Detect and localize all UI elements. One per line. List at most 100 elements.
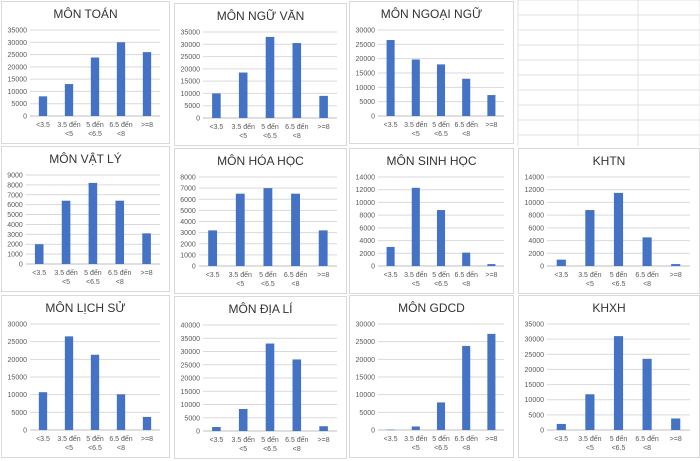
y-tick-label: 20000 [356,357,376,364]
y-tick-label: 4000 [528,238,544,245]
y-tick-label: 15000 [356,375,376,382]
bar [462,345,471,430]
y-tick-label: 30000 [181,349,201,356]
x-tick-label: 6.5 đến <8 [455,434,478,452]
bar [613,192,624,266]
bar [613,336,624,430]
x-tick-label: <3.5 [209,124,223,131]
x-tick-label: <3.5 [209,437,223,444]
y-tick-label: 0 [371,114,375,121]
y-tick-label: 10000 [8,89,28,96]
x-tick-label: <3.5 [36,122,50,129]
chart-frame [349,148,514,294]
chart-frame [518,148,700,294]
x-tick-label: >=8 [485,122,497,129]
y-tick-label: 10000 [356,392,376,399]
y-tick-label: 10000 [525,397,545,404]
y-tick-label: 0 [540,264,544,271]
y-tick-label: 6000 [180,197,196,204]
chart-panel: MÔN VẬT LÝ 0 1000 2000 3000 4000 5000 6000 7000 8… [1,146,170,292]
chart-title: MÔN SINH HỌC [387,153,477,168]
x-tick-label: 3.5 đến <5 [54,268,77,286]
y-tick-label: 20000 [8,357,28,364]
y-tick-label: 8000 [180,175,196,182]
x-tick-label: 5 đến <6.5 [610,434,628,452]
y-tick-label: 10000 [8,392,28,399]
y-tick-label: 10000 [356,200,376,207]
bar [142,233,151,264]
bar [64,336,74,430]
x-tick-label: >=8 [318,124,330,131]
x-tick-label: 6.5 đến <8 [109,120,132,138]
x-tick-label: >=8 [485,272,497,279]
chart-panel: MÔN NGỮ VĂN 0 5000 10000 15000 20000 25000 3000… [174,3,347,146]
y-tick-label: 35000 [525,322,545,329]
y-tick-label: 0 [371,264,375,271]
y-tick-label: 15000 [356,71,376,78]
y-tick-label: 25000 [8,52,28,59]
bar [38,392,48,430]
x-tick-label: 6.5 đến <8 [635,270,658,288]
chart-panel: MÔN LỊCH SỬ 0 5000 10000 15000 20000 25000 3000… [1,295,170,458]
y-tick-label: 20000 [181,376,201,383]
x-tick-label: 6.5 đến <8 [285,435,308,453]
y-tick-label: 20000 [181,66,201,73]
x-tick-label: 3.5 đến <5 [404,120,427,138]
bar [318,230,328,266]
chart-panel: MÔN HÓA HỌC 0 1000 2000 3000 4000 5000 6000 7000… [174,148,347,294]
y-tick-label: 20000 [525,367,545,374]
y-tick-label: 15000 [8,77,28,84]
chart-title: MÔN HÓA HỌC [217,153,304,168]
y-tick-label: 0 [196,116,200,123]
chart-title: KHTN [593,154,626,168]
x-tick-label: 3.5 đến <5 [57,120,80,138]
y-tick-label: 30000 [8,40,28,47]
y-tick-label: 0 [540,428,544,435]
chart-frame [518,295,700,458]
x-tick-label: <3.5 [206,272,220,279]
y-tick-label: 4000 [359,238,375,245]
y-tick-label: 7000 [180,186,196,193]
y-tick-label: 5000 [7,212,23,219]
y-tick-label: 0 [23,428,27,435]
y-tick-label: 30000 [181,42,201,49]
bar [411,426,420,430]
y-tick-label: 25000 [525,352,545,359]
bar [642,358,652,430]
bar [462,252,471,266]
bar [116,394,126,430]
bar [436,210,446,266]
bar [292,359,302,431]
x-tick-label: 5 đến <6.5 [432,434,450,452]
y-tick-label: 15000 [8,375,28,382]
chart-panel: KHXH 0 5000 10000 15000 20000 25000 30000 35000 <… [518,295,700,458]
x-tick-label: 3.5 đến <5 [232,122,255,140]
x-tick-label: 3.5 đến <5 [404,434,427,452]
bar [671,418,681,430]
x-tick-label: 5 đến <6.5 [610,270,628,288]
bar [319,426,328,431]
bar [487,333,496,430]
bar [235,193,245,266]
bar [585,210,595,266]
bar [208,230,218,266]
y-tick-label: 5000 [528,412,544,419]
bar [142,52,152,116]
chart-title: MÔN NGỮ VĂN [217,8,305,23]
x-tick-label: 6.5 đến <8 [285,122,308,140]
y-tick-label: 10000 [181,402,201,409]
bar [265,36,275,118]
bar [34,244,44,264]
x-tick-label: 6.5 đến <8 [455,120,478,138]
chart-title: KHXH [592,301,625,315]
x-tick-label: 6.5 đến <8 [455,270,478,288]
bar [411,59,420,116]
chart-panel: MÔN NGOẠI NGỮ 0 5000 10000 15000 20000 25000 30… [349,1,514,144]
y-tick-label: 9000 [7,173,23,180]
bar [88,182,98,264]
y-tick-label: 10000 [356,85,376,92]
y-tick-label: 12000 [525,187,545,194]
y-tick-label: 20000 [356,56,376,63]
y-tick-label: 14000 [356,175,376,182]
